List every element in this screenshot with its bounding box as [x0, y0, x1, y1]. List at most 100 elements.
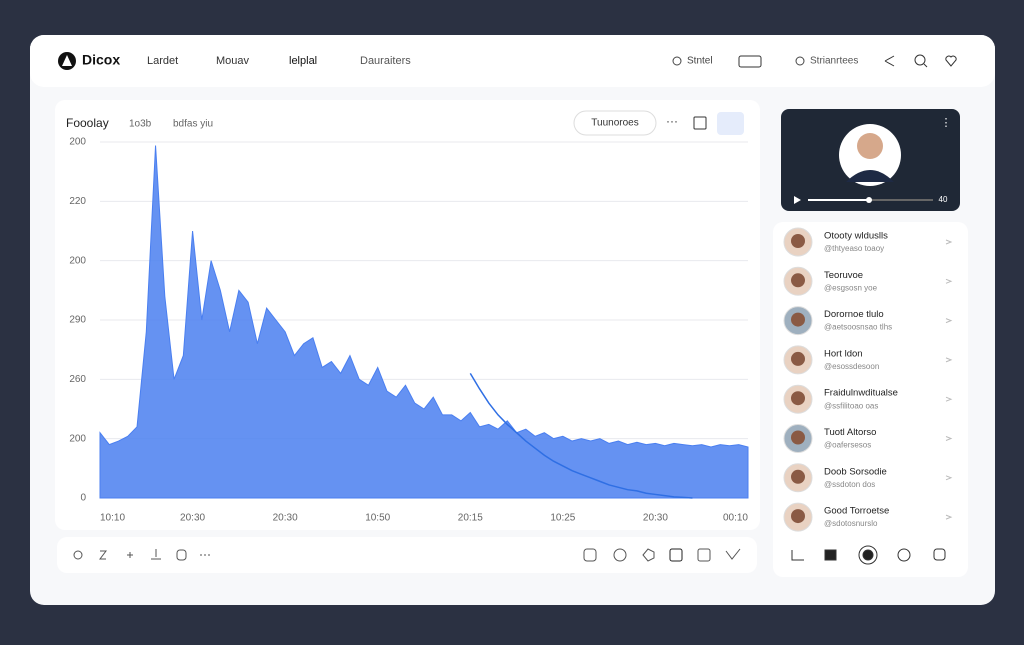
- contacts-list: Otooty wlduslls @thtyeaso toaoy Teoruvoe @e…: [783, 227, 953, 532]
- nav-link[interactable]: lelplal: [289, 55, 317, 67]
- x-tick-label: 20:30: [180, 513, 205, 524]
- presenter-suit: [846, 170, 894, 182]
- x-tick-label: 20:30: [643, 513, 668, 524]
- contact-action[interactable]: [945, 278, 953, 284]
- contact-handle: @sdotosnurslo: [824, 519, 878, 528]
- tool-icon[interactable]: [127, 552, 133, 558]
- chart-button[interactable]: [573, 110, 657, 136]
- contact-tool[interactable]: [933, 548, 946, 561]
- avatar-face: [791, 469, 805, 484]
- contact-name[interactable]: Good Torroetse: [824, 506, 889, 517]
- search-icon[interactable]: [914, 54, 926, 66]
- avatar-face: [791, 273, 805, 288]
- contact-name[interactable]: Dorornoe tlulo: [824, 309, 884, 320]
- contact-action[interactable]: [945, 396, 953, 402]
- contact-name[interactable]: Doob Sorsodie: [824, 466, 887, 477]
- brand[interactable]: Dicox: [82, 52, 120, 68]
- chart-subtitle[interactable]: 1o3b: [129, 119, 152, 130]
- area: [99, 145, 749, 499]
- y-tick-label: 290: [69, 315, 86, 326]
- video-time: 40: [939, 195, 948, 204]
- tool-icon[interactable]: [697, 548, 711, 562]
- status[interactable]: Stntel: [687, 56, 713, 67]
- view-toggle[interactable]: [717, 112, 744, 135]
- progress-handle[interactable]: [866, 197, 872, 203]
- tool-icon[interactable]: [99, 550, 107, 560]
- tool-icon[interactable]: [613, 548, 627, 562]
- avatar-face: [791, 391, 805, 406]
- search-icon-handle: [923, 63, 928, 68]
- logo-mark: [62, 55, 72, 66]
- y-tick-label: 200: [69, 433, 86, 444]
- contact-action[interactable]: [945, 436, 953, 441]
- contact-name[interactable]: Hort ldon: [824, 348, 863, 359]
- bookmark-icon[interactable]: [693, 116, 707, 130]
- y-tick-label: 0: [80, 493, 86, 504]
- tool-icon[interactable]: [725, 548, 741, 560]
- contact-name[interactable]: Otooty wlduslls: [824, 231, 888, 242]
- contacts-toolbar: [791, 545, 946, 565]
- account[interactable]: Strianrtees: [810, 56, 858, 67]
- play-button[interactable]: [794, 196, 801, 204]
- y-tick-label: 200: [69, 255, 86, 266]
- contact-tool[interactable]: [897, 548, 911, 562]
- tool-icon[interactable]: [73, 550, 83, 560]
- avatar-face: [791, 430, 805, 445]
- presenter-face: [857, 133, 883, 159]
- contact-tool[interactable]: [862, 549, 874, 561]
- tool-icon[interactable]: [583, 548, 597, 562]
- contact-handle: @aetsoosnsao tlhs: [824, 323, 892, 332]
- contact-tool[interactable]: [824, 549, 837, 561]
- y-tick-label: 200: [69, 137, 86, 148]
- contact-name[interactable]: Teoruvoe: [824, 270, 863, 281]
- favorite-icon[interactable]: [945, 55, 957, 67]
- y-tick-label: 260: [69, 374, 86, 385]
- tool-icon[interactable]: [669, 548, 683, 562]
- contact-action[interactable]: [945, 514, 953, 520]
- plot: 0 200 260 290 200 220 200 10:10 20:30 20:30 10:50 2…: [69, 137, 749, 524]
- top-bar: [30, 35, 995, 87]
- contact-tool[interactable]: [791, 550, 804, 561]
- x-tick-label: 10:50: [365, 513, 390, 524]
- chart-button-label[interactable]: Tuunoroes: [591, 118, 638, 129]
- nav-link[interactable]: Mouav: [216, 55, 250, 67]
- nav-link[interactable]: Dauraiters: [360, 55, 411, 67]
- contact-name[interactable]: Fraidulnwditualse: [824, 388, 898, 399]
- contact-handle: @esgsosn yoe: [824, 283, 878, 292]
- share-icon[interactable]: [884, 55, 895, 67]
- avatar-face: [791, 312, 805, 327]
- contact-handle: @ssfilitoao oas: [824, 401, 878, 410]
- contact-action[interactable]: [945, 318, 953, 324]
- range-label[interactable]: bdfas yiu: [173, 119, 213, 130]
- x-tick-label: 00:10: [723, 513, 748, 524]
- nav-link[interactable]: Lardet: [147, 55, 178, 67]
- contact-handle: @oafersesos: [824, 441, 871, 450]
- contacts-panel: [773, 222, 968, 577]
- contact-handle: @esossdesoon: [824, 362, 879, 371]
- toolbar: [57, 537, 757, 573]
- x-tick-label: 20:30: [273, 513, 298, 524]
- chart-title: Fooolay: [66, 116, 109, 130]
- tool-icon[interactable]: [642, 548, 655, 562]
- status-icon: [672, 56, 682, 66]
- contact-name[interactable]: Tuotl Altorso: [824, 427, 876, 438]
- contact-action[interactable]: [945, 239, 953, 245]
- account-icon: [795, 56, 805, 66]
- avatar-face: [791, 351, 805, 366]
- more-icon[interactable]: ···: [666, 114, 678, 128]
- contact-handle: @ssdoton dos: [824, 480, 875, 489]
- contact-tool[interactable]: [858, 545, 878, 565]
- tool-icon[interactable]: [151, 549, 161, 560]
- contact-handle: @thtyeaso toaoy: [824, 244, 884, 253]
- toggle-icon[interactable]: [738, 55, 762, 68]
- contact-action[interactable]: [945, 475, 953, 481]
- video-menu[interactable]: ⋮: [941, 117, 952, 129]
- tool-icon[interactable]: [176, 549, 187, 561]
- y-tick-label: 220: [69, 196, 86, 207]
- avatar-face: [791, 509, 805, 524]
- contact-action[interactable]: [945, 357, 953, 363]
- x-tick-label: 20:15: [458, 513, 483, 524]
- toolbar-icons: [73, 548, 741, 562]
